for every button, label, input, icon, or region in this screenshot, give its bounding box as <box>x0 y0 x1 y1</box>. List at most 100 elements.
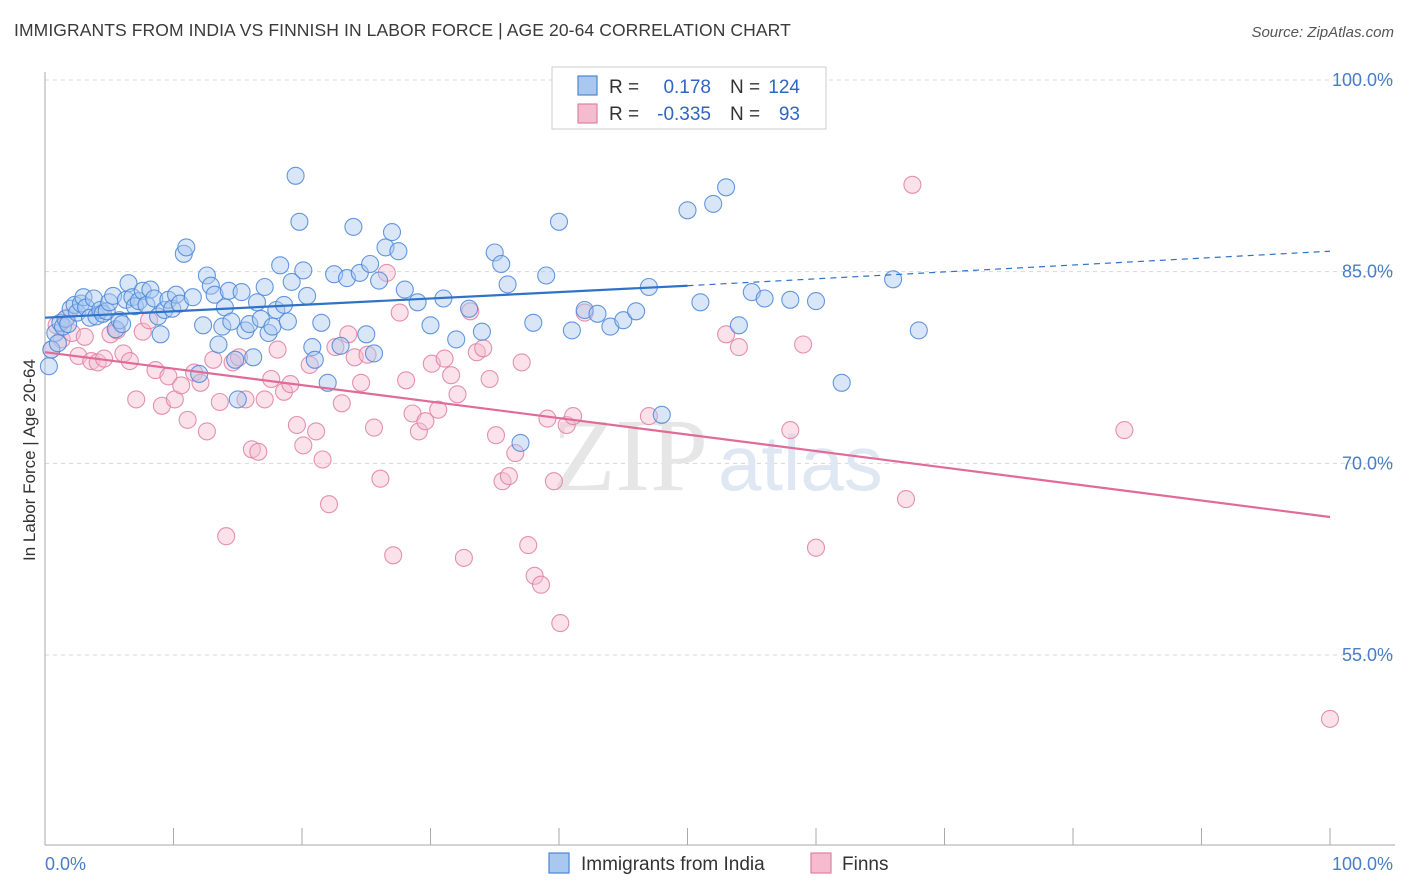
stats-legend: R = 0.178 N = 124 R = -0.335 N = 93 <box>551 66 827 130</box>
finns-point <box>551 614 570 633</box>
india-point <box>485 243 504 262</box>
finns-point <box>377 263 396 282</box>
india-point <box>119 274 138 293</box>
x-tick-label: 100.0% <box>1332 854 1393 874</box>
finns-point <box>729 338 748 357</box>
finns-point <box>806 538 826 557</box>
legend-r-label-1: R = <box>609 77 639 98</box>
india-point <box>717 178 736 197</box>
finns-point <box>442 366 461 385</box>
finns-point <box>268 340 287 359</box>
india-point <box>361 254 380 274</box>
finns-point <box>781 421 800 440</box>
finns-point <box>210 392 229 412</box>
india-point <box>312 313 331 332</box>
india-point <box>344 217 363 236</box>
finns-point <box>133 322 152 341</box>
finns-point <box>332 394 351 413</box>
finns-point <box>120 352 139 371</box>
finns-point <box>903 175 922 194</box>
india-point <box>627 302 646 321</box>
finns-point <box>397 371 416 390</box>
finns-point <box>75 327 94 346</box>
india-point <box>395 280 414 299</box>
india-point <box>729 316 748 335</box>
legend-swatch-finns-bottom <box>810 852 832 874</box>
finns-point <box>486 426 506 445</box>
legend-swatch-finns <box>577 103 598 124</box>
india-point <box>209 335 228 354</box>
y-tick-label: 85.0% <box>1342 262 1393 282</box>
india-point <box>201 276 220 295</box>
finns-point <box>519 536 538 555</box>
india-point <box>84 289 103 308</box>
india-point <box>151 325 170 344</box>
tick-labels: 55.0% 70.0% 85.0% 100.0% 0.0% 100.0% <box>45 70 1393 874</box>
finns-point <box>544 472 563 491</box>
india-point <box>113 315 132 334</box>
watermark-zip: ZIP <box>552 398 708 513</box>
india-point <box>263 317 282 336</box>
india-point <box>781 290 800 309</box>
india-point <box>364 344 384 363</box>
finns-point <box>557 415 576 435</box>
india-point <box>755 289 774 308</box>
india-point <box>278 312 297 331</box>
india-point <box>305 350 324 369</box>
india-point <box>290 212 309 231</box>
india-point <box>190 364 209 383</box>
india-points <box>39 166 928 452</box>
trend-lines <box>44 250 1331 519</box>
india-point <box>408 293 427 312</box>
finns-point <box>262 369 281 389</box>
finns-point <box>538 409 557 428</box>
india-point <box>691 293 710 312</box>
finns-point <box>506 444 525 463</box>
finns-point <box>358 345 377 364</box>
legend-r-value-1: 0.178 <box>663 77 711 98</box>
india-trend-line <box>44 284 688 319</box>
watermark: ZIP atlas <box>552 398 883 513</box>
finns-point <box>204 350 223 369</box>
finns-point <box>409 422 428 441</box>
gridlines <box>45 79 1395 656</box>
finns-point <box>794 335 813 354</box>
india-point <box>614 311 633 330</box>
finns-point <box>525 566 544 585</box>
india-point <box>350 263 369 282</box>
india-point <box>524 313 543 332</box>
india-point <box>460 299 479 318</box>
india-point <box>141 280 160 299</box>
watermark-atlas: atlas <box>718 419 883 507</box>
finns-point <box>352 373 371 392</box>
legend-n-value-1: 124 <box>768 77 800 98</box>
legend-n-label-1: N = <box>730 77 760 98</box>
finns-point <box>390 303 409 322</box>
y-tick-label: 70.0% <box>1342 453 1393 473</box>
finns-point <box>313 450 332 469</box>
india-point <box>48 334 67 353</box>
finns-point <box>1115 421 1134 440</box>
finns-point <box>416 412 435 431</box>
legend-n-value-2: 93 <box>779 104 800 125</box>
india-point <box>492 254 511 274</box>
finns-point <box>371 469 390 488</box>
india-point <box>806 292 826 311</box>
india-point <box>286 166 305 185</box>
finns-point <box>236 390 255 409</box>
finns-points <box>42 86 1340 728</box>
india-point <box>370 271 389 290</box>
finns-point <box>255 390 274 409</box>
india-point <box>652 405 671 424</box>
india-point <box>472 322 491 341</box>
india-point <box>562 321 581 340</box>
finns-point <box>172 376 191 395</box>
finns-point <box>217 527 236 546</box>
legend-swatch-india-bottom <box>548 852 570 874</box>
india-point <box>240 315 259 334</box>
finns-point <box>364 418 384 437</box>
india-point <box>271 256 290 275</box>
india-point <box>194 316 213 335</box>
finns-point <box>480 369 499 389</box>
